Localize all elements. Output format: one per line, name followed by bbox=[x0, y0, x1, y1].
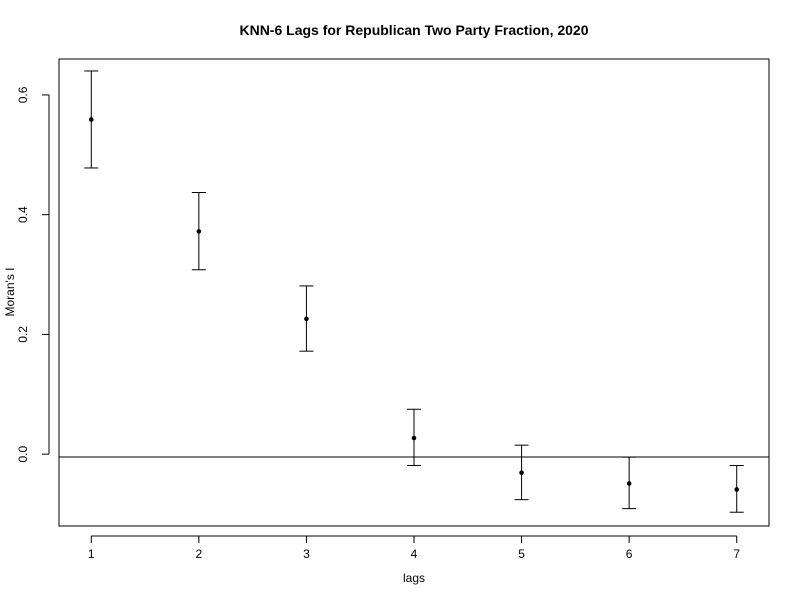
x-tick-label: 6 bbox=[626, 547, 633, 561]
x-axis-label: lags bbox=[403, 571, 425, 585]
x-tick-label: 3 bbox=[303, 547, 310, 561]
x-tick-label: 4 bbox=[411, 547, 418, 561]
y-axis: 0.0 0.2 0.4 0.6 bbox=[16, 86, 50, 462]
data-point bbox=[304, 316, 309, 322]
data-point bbox=[411, 435, 417, 441]
data-point bbox=[88, 117, 94, 122]
y-axis-label: Moran's I bbox=[3, 268, 17, 317]
x-tick-label: 5 bbox=[518, 547, 525, 561]
plot-frame bbox=[58, 58, 770, 527]
data-point bbox=[196, 229, 202, 234]
data-point bbox=[519, 470, 524, 476]
x-axis: 1 2 3 4 5 6 7 bbox=[88, 535, 740, 561]
data-point bbox=[734, 487, 740, 492]
data-marks bbox=[84, 70, 744, 513]
data-point bbox=[626, 481, 632, 486]
x-tick-label: 2 bbox=[196, 547, 203, 561]
y-tick-label: 0.4 bbox=[16, 206, 30, 223]
x-tick-label: 7 bbox=[733, 547, 740, 561]
y-tick-label: 0.2 bbox=[16, 326, 30, 343]
chart-title: KNN-6 Lags for Republican Two Party Frac… bbox=[239, 22, 588, 38]
x-tick-label: 1 bbox=[88, 547, 95, 561]
y-tick-label: 0.0 bbox=[16, 445, 30, 462]
y-tick-label: 0.6 bbox=[16, 86, 30, 103]
